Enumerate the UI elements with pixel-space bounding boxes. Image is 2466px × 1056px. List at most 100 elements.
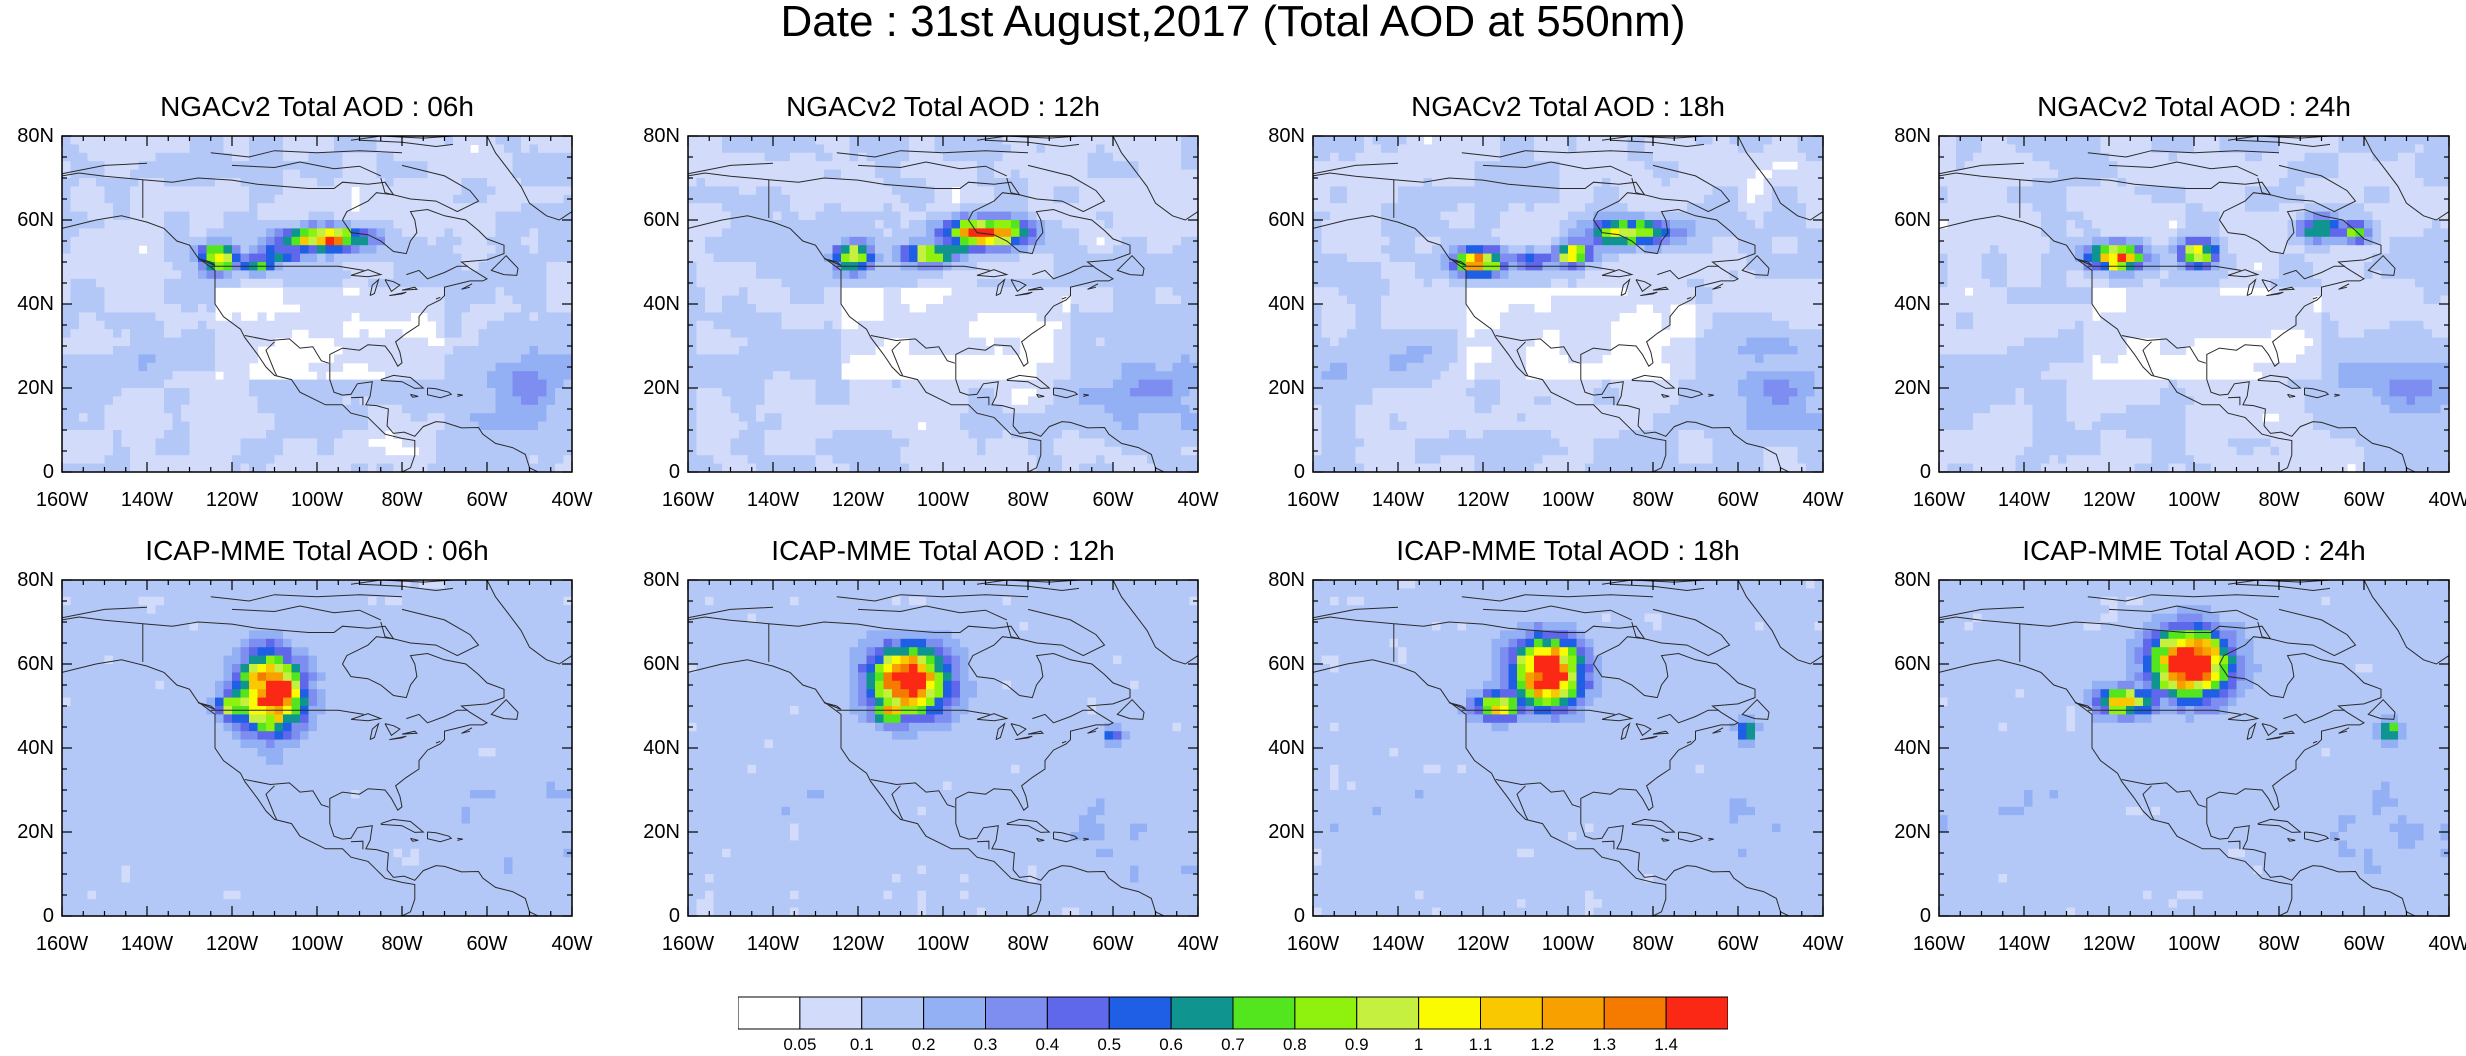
lon-tick-label: 160W: [661, 489, 715, 511]
colorbar-label: 0.6: [1159, 1035, 1183, 1054]
colorbar-swatch: [923, 996, 987, 1030]
aod-field: [62, 136, 573, 473]
coastlines: [687, 579, 1199, 917]
lon-tick-label: 100W: [916, 489, 970, 511]
aod-field: [1313, 580, 1824, 917]
aod-field: [688, 136, 1199, 473]
lon-tick-label: 40W: [2428, 933, 2466, 955]
colorbar-swatch: [799, 996, 863, 1030]
lat-tick-label: 0: [668, 905, 680, 927]
lon-tick-label: 60W: [466, 489, 508, 511]
map-panel: NGACv2 Total AOD : 12h 80N 60N 40N 20N 0 160W 1…: [643, 92, 1218, 511]
lon-tick-label: 60W: [1092, 489, 1134, 511]
colorbar-swatch: [985, 996, 1048, 1030]
lon-tick-label: 160W: [1286, 489, 1340, 511]
lat-tick-label: 20N: [1894, 377, 1931, 399]
lat-tick-label: 20N: [17, 377, 54, 399]
colorbar-label: 0.8: [1283, 1035, 1307, 1054]
lon-tick-label: 120W: [1456, 489, 1510, 511]
lon-tick-label: 120W: [831, 933, 885, 955]
aod-map: [687, 135, 1199, 473]
lat-tick-label: 60N: [643, 209, 680, 231]
lat-tick-label: 20N: [17, 821, 54, 843]
lon-tick-label: 120W: [2082, 489, 2136, 511]
lat-tick-label: 80N: [17, 125, 54, 147]
lon-tick-label: 40W: [551, 489, 593, 511]
panel-title: ICAP-MME Total AOD : 06h: [145, 535, 489, 566]
lon-tick-label: 160W: [35, 933, 89, 955]
lon-tick-label: 100W: [1541, 489, 1595, 511]
coastlines: [1312, 135, 1824, 473]
lon-tick-label: 140W: [1371, 489, 1425, 511]
colorbar-swatch: [861, 996, 925, 1030]
lon-tick-label: 100W: [290, 489, 344, 511]
colorbar-swatch: [1294, 996, 1358, 1030]
lon-tick-label: 140W: [746, 489, 800, 511]
lon-tick-label: 80W: [2258, 489, 2300, 511]
colorbar-label: 0.4: [1035, 1035, 1060, 1054]
aod-map: [1312, 135, 1824, 473]
lat-tick-label: 0: [42, 905, 54, 927]
lon-tick-label: 80W: [381, 933, 423, 955]
lat-tick-label: 40N: [1268, 293, 1305, 315]
lon-tick-label: 140W: [120, 933, 174, 955]
lon-tick-label: 60W: [2343, 489, 2385, 511]
lat-tick-label: 40N: [1268, 737, 1305, 759]
colorbar-label: 1.3: [1592, 1035, 1617, 1054]
colorbar-label: 0.9: [1344, 1035, 1369, 1054]
panel-title: NGACv2 Total AOD : 12h: [786, 91, 1100, 122]
colorbar-swatch: [1108, 996, 1172, 1030]
aod-field: [1939, 136, 2450, 473]
colorbar-label: 1: [1413, 1035, 1424, 1054]
colorbar-swatch: [1356, 996, 1420, 1030]
map-panel: NGACv2 Total AOD : 18h 80N 60N 40N 20N 0 160W 1…: [1268, 92, 1843, 511]
lon-tick-label: 100W: [290, 933, 344, 955]
lon-tick-label: 140W: [1997, 489, 2051, 511]
aod-field: [688, 580, 1199, 917]
colorbar-swatch: [1541, 996, 1605, 1030]
lat-tick-label: 20N: [1894, 821, 1931, 843]
lon-tick-label: 160W: [661, 933, 715, 955]
lon-tick-label: 40W: [551, 933, 593, 955]
lon-tick-label: 100W: [916, 933, 970, 955]
lon-tick-label: 80W: [1632, 933, 1674, 955]
coastlines: [61, 579, 573, 917]
lat-tick-label: 40N: [643, 737, 680, 759]
lat-tick-label: 60N: [1268, 209, 1305, 231]
lon-tick-label: 120W: [1456, 933, 1510, 955]
colorbar-label: 1.2: [1530, 1035, 1555, 1054]
map-panel: ICAP-MME Total AOD : 18h 80N 60N 40N 20N 0 160…: [1268, 536, 1843, 955]
lat-tick-label: 60N: [1268, 653, 1305, 675]
lat-tick-label: 80N: [17, 569, 54, 591]
map-panel: ICAP-MME Total AOD : 12h 80N 60N 40N 20N 0 160…: [643, 536, 1218, 955]
lat-tick-label: 80N: [643, 569, 680, 591]
lat-tick-label: 80N: [1894, 569, 1931, 591]
coastlines: [1312, 579, 1824, 917]
colorbar-swatch: [1170, 996, 1234, 1030]
lon-tick-label: 120W: [2082, 933, 2136, 955]
lat-tick-label: 80N: [1894, 125, 1931, 147]
lon-tick-label: 40W: [2428, 489, 2466, 511]
panel-title: NGACv2 Total AOD : 24h: [2037, 91, 2351, 122]
map-panel: NGACv2 Total AOD : 24h 80N 60N 40N 20N 0 160W 1…: [1894, 92, 2466, 511]
lon-tick-label: 40W: [1802, 933, 1844, 955]
colorbar-swatch: [1046, 996, 1110, 1030]
aod-map: [687, 579, 1199, 917]
lat-tick-label: 40N: [1894, 293, 1931, 315]
lon-tick-label: 40W: [1177, 933, 1219, 955]
lat-tick-label: 40N: [17, 737, 54, 759]
aod-field: [1939, 580, 2450, 917]
colorbar-label: 0.2: [911, 1035, 936, 1054]
lon-tick-label: 80W: [1632, 489, 1674, 511]
lon-tick-label: 40W: [1802, 489, 1844, 511]
lat-tick-label: 20N: [643, 821, 680, 843]
lat-tick-label: 40N: [1894, 737, 1931, 759]
map-panel: ICAP-MME Total AOD : 24h 80N 60N 40N 20N 0 160…: [1894, 536, 2466, 955]
colorbar-swatch: [1603, 996, 1667, 1030]
panel-title: ICAP-MME Total AOD : 24h: [2022, 535, 2366, 566]
colorbar-label: 0.1: [849, 1035, 874, 1054]
lat-tick-label: 60N: [1894, 653, 1931, 675]
map-panel: ICAP-MME Total AOD : 06h 80N 60N 40N 20N 0 160…: [17, 536, 592, 955]
lon-tick-label: 80W: [2258, 933, 2300, 955]
lon-tick-label: 140W: [1997, 933, 2051, 955]
